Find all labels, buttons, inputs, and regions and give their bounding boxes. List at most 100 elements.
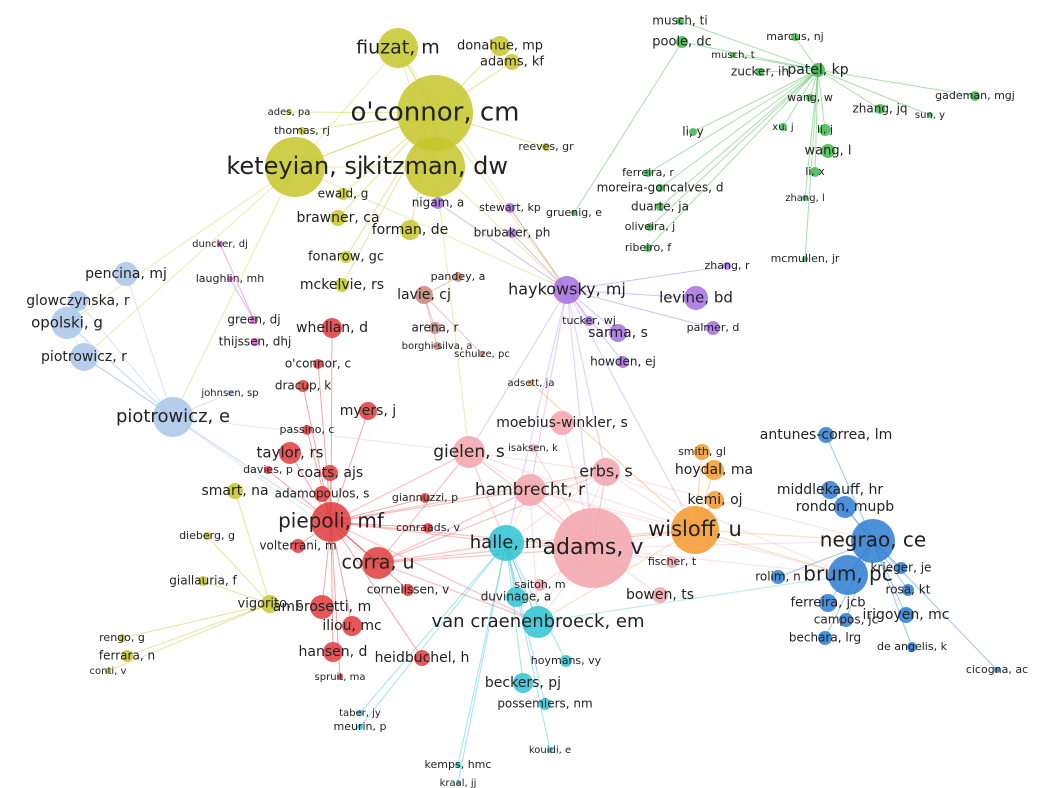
- link: [804, 69, 819, 260]
- node-label: de angelis, k: [877, 640, 948, 653]
- node-bubble: [811, 63, 825, 77]
- node-bubble: [121, 650, 133, 662]
- link: [647, 69, 819, 174]
- node-bubble: [265, 137, 325, 197]
- node-label: krieger, je: [871, 561, 932, 575]
- node-bubble: [70, 343, 98, 371]
- node-bubble: [362, 547, 394, 579]
- node-bubble: [291, 539, 305, 553]
- node-bubble: [771, 570, 785, 584]
- node-label: adsett, ja: [508, 378, 555, 389]
- node-label: erbs, s: [579, 462, 632, 481]
- link: [649, 69, 819, 228]
- node-label: cornelissen, v: [367, 583, 450, 597]
- link: [659, 69, 819, 189]
- node-bubble: [261, 595, 279, 613]
- link: [566, 289, 696, 531]
- node-label: brubaker, ph: [474, 226, 551, 240]
- node-bubble: [560, 655, 572, 667]
- node-label: giallauria, f: [169, 574, 237, 588]
- node-bubble: [227, 390, 233, 396]
- node-label: moreira-goncalves, d: [597, 181, 724, 195]
- node-label: cicogna, ac: [966, 663, 1028, 676]
- node-label: spruit, ma: [315, 672, 366, 683]
- node-bubble: [378, 28, 418, 68]
- node-bubble: [311, 502, 351, 542]
- node-label: green, dj: [227, 313, 280, 327]
- link: [77, 300, 174, 418]
- node-label: poole, dc: [652, 35, 711, 50]
- link: [125, 273, 174, 418]
- link: [505, 542, 567, 662]
- node-bubble: [322, 465, 338, 481]
- link: [66, 322, 174, 418]
- node-bubble: [895, 562, 907, 574]
- node-label: keteyian, sj: [226, 152, 363, 180]
- link: [592, 540, 874, 549]
- node-bubble: [723, 262, 731, 270]
- node-label: meurin, p: [334, 720, 387, 733]
- node-bubble: [994, 667, 1000, 673]
- node-label: wang, l: [805, 144, 852, 159]
- link: [229, 278, 255, 321]
- node-bubble: [340, 251, 352, 263]
- node-label: li, x: [805, 165, 825, 178]
- node-bubble: [529, 444, 537, 452]
- node-bubble: [902, 584, 914, 596]
- node-bubble: [507, 228, 517, 238]
- link: [529, 489, 696, 531]
- node-label: piotrowicz, e: [116, 406, 230, 427]
- node-label: ferrara, n: [99, 649, 155, 663]
- node-label: fischer, t: [648, 555, 697, 568]
- node-bubble: [68, 291, 88, 311]
- link: [66, 166, 296, 324]
- node-label: palmer, d: [687, 321, 740, 334]
- link: [172, 416, 379, 564]
- node-bubble: [217, 241, 223, 247]
- link: [505, 471, 607, 544]
- node-label: rosa, kt: [886, 583, 931, 597]
- link: [107, 603, 271, 672]
- node-bubble: [553, 508, 633, 588]
- node-label: piepoli, mf: [278, 509, 385, 533]
- node-bubble: [617, 356, 629, 368]
- link: [219, 243, 255, 321]
- node-label: taylor, rs: [257, 444, 324, 462]
- node-bubble: [779, 123, 787, 131]
- node-bubble: [534, 579, 546, 591]
- link: [377, 562, 539, 623]
- node-label: van craenenbroeck, em: [432, 611, 645, 632]
- node-bubble: [506, 587, 526, 607]
- link: [172, 416, 470, 453]
- node-label: o'connor, cm: [351, 98, 520, 128]
- node-label: davies, p: [243, 463, 293, 476]
- node-bubble: [609, 324, 627, 342]
- node-label: musch, ti: [652, 14, 707, 28]
- node-label: bowen, ts: [626, 587, 694, 603]
- node-bubble: [704, 460, 724, 480]
- node-label: saitoh, m: [514, 578, 565, 591]
- node-bubble: [423, 523, 433, 533]
- link: [330, 489, 531, 523]
- node-label: mckelvie, rs: [300, 277, 384, 293]
- node-bubble: [227, 276, 233, 282]
- node-label: howden, ej: [590, 355, 656, 369]
- node-bubble: [550, 411, 574, 435]
- link: [83, 356, 332, 523]
- node-label: duncker, dj: [192, 239, 248, 250]
- node-bubble: [118, 634, 126, 642]
- link: [694, 529, 874, 542]
- node-label: ferreira, jcb: [791, 596, 866, 611]
- node-bubble: [839, 613, 853, 627]
- node-label: fiuzat, m: [356, 37, 440, 59]
- link: [83, 166, 296, 358]
- node-label: ewald, g: [318, 187, 369, 201]
- node-bubble: [547, 747, 553, 753]
- node-label: beckers, pj: [485, 675, 561, 691]
- node-label: corra, u: [341, 552, 414, 574]
- link: [573, 41, 683, 214]
- node-label: arena, r: [412, 321, 459, 335]
- link: [294, 166, 568, 291]
